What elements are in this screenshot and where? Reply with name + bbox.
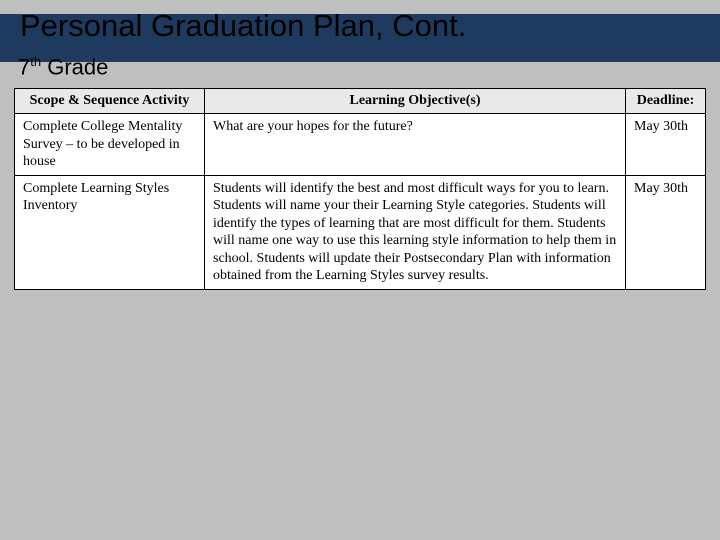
page-title: Personal Graduation Plan, Cont. [0,0,720,44]
grade-ordinal: th [30,54,41,69]
cell-objective: What are your hopes for the future? [205,114,626,176]
col-header-deadline: Deadline: [626,89,706,114]
cell-deadline: May 30th [626,175,706,289]
cell-activity: Complete College Mentality Survey – to b… [15,114,205,176]
title-region: Personal Graduation Plan, Cont. [0,0,720,44]
grade-number: 7 [18,54,30,79]
table-row: Complete College Mentality Survey – to b… [15,114,706,176]
cell-deadline: May 30th [626,114,706,176]
content-area: 7th Grade Scope & Sequence Activity Lear… [0,54,720,290]
cell-activity: Complete Learning Styles Inventory [15,175,205,289]
col-header-activity: Scope & Sequence Activity [15,89,205,114]
objectives-table: Scope & Sequence Activity Learning Objec… [14,88,706,290]
col-header-objective: Learning Objective(s) [205,89,626,114]
table-header-row: Scope & Sequence Activity Learning Objec… [15,89,706,114]
slide: Personal Graduation Plan, Cont. 7th Grad… [0,0,720,540]
grade-heading: 7th Grade [18,54,702,80]
cell-objective: Students will identify the best and most… [205,175,626,289]
grade-label: Grade [41,54,108,79]
table-row: Complete Learning Styles Inventory Stude… [15,175,706,289]
